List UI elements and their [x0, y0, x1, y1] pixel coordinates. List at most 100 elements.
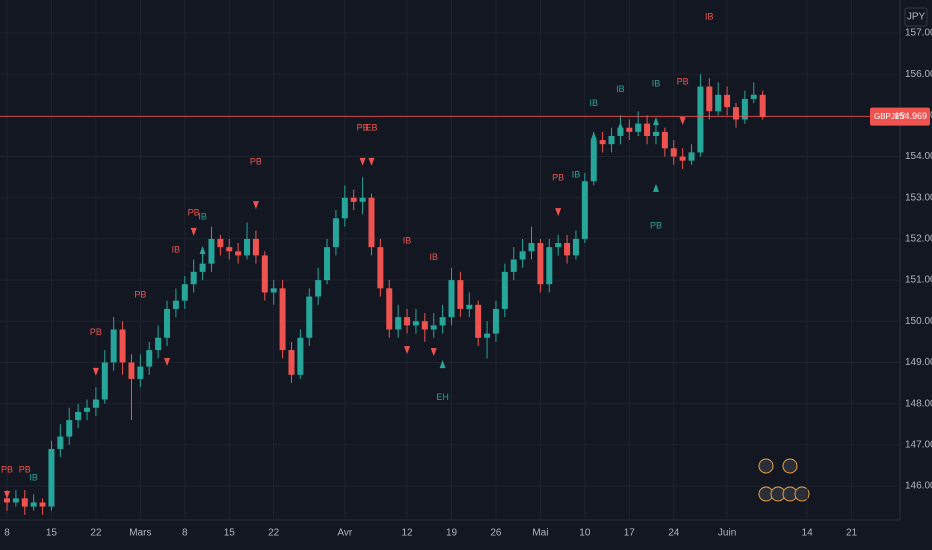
- candle-body: [759, 94, 766, 117]
- candle-body: [697, 86, 704, 153]
- signal-label: PB: [650, 221, 662, 231]
- x-tick-label: 8: [182, 528, 188, 539]
- candle-body: [110, 329, 117, 363]
- signal-label: PB: [90, 327, 102, 337]
- candle-body: [537, 243, 544, 285]
- signal-triangle: [190, 227, 197, 236]
- candle-body: [679, 156, 686, 161]
- signal-label: IB: [172, 244, 181, 254]
- signal-label: IB: [29, 473, 38, 483]
- candle-body: [564, 243, 571, 256]
- candle-body: [164, 308, 171, 338]
- candle-body: [555, 243, 562, 248]
- symbol-label: GBPJPY: [874, 112, 906, 121]
- x-tick-label: Mars: [129, 528, 151, 539]
- currency: JPY: [907, 12, 926, 23]
- signal-label: PB: [552, 172, 564, 182]
- signal-triangle: [555, 208, 562, 217]
- signal-label: IB: [705, 11, 714, 21]
- candle-body: [30, 502, 37, 507]
- x-tick-label: 17: [624, 528, 636, 539]
- signal-triangle: [252, 201, 259, 210]
- candle-body: [39, 502, 46, 507]
- y-tick-label: 153.000: [905, 192, 932, 203]
- candle-body: [732, 107, 739, 120]
- signal-label: PB: [134, 289, 146, 299]
- y-tick-label: 150.000: [905, 316, 932, 327]
- signal-label: PB: [1, 464, 13, 474]
- signal-triangle: [199, 246, 206, 255]
- x-tick-label: 21: [846, 528, 858, 539]
- signal-triangle: [617, 122, 624, 131]
- x-tick-label: 19: [446, 528, 458, 539]
- candle-body: [172, 300, 179, 309]
- candle-body: [350, 197, 357, 202]
- x-tick-label: 15: [46, 528, 58, 539]
- y-tick-label: 152.000: [905, 234, 932, 245]
- candle-body: [48, 448, 55, 507]
- candle-body: [21, 498, 28, 507]
- candle-body: [644, 123, 651, 136]
- candle-body: [190, 271, 197, 285]
- candle-body: [741, 98, 748, 120]
- signal-triangle: [368, 157, 375, 166]
- candle-body: [341, 197, 348, 219]
- signal-label: IB: [616, 84, 625, 94]
- y-tick-label: 148.000: [905, 398, 932, 409]
- signal-label: IB: [198, 211, 207, 221]
- candle-body: [581, 181, 588, 239]
- candle-body: [155, 337, 162, 351]
- candle-body: [652, 131, 659, 136]
- signal-triangle: [439, 360, 446, 369]
- candle-body: [75, 411, 82, 421]
- x-tick-label: 22: [268, 528, 280, 539]
- signal-triangle: [92, 367, 99, 376]
- candle-body: [439, 317, 446, 326]
- candle-body: [359, 197, 366, 202]
- candle-body: [315, 280, 322, 297]
- candle-body: [484, 333, 491, 338]
- candle-body: [661, 131, 668, 149]
- candle-body: [288, 350, 295, 375]
- candle-body: [279, 288, 286, 351]
- candle-body: [128, 362, 135, 379]
- last-price-box: [870, 107, 930, 126]
- candle-body: [146, 350, 153, 367]
- candle-body: [332, 218, 339, 248]
- signal-triangle: [164, 358, 171, 367]
- candle-body: [590, 140, 597, 182]
- x-tick-label: 15: [224, 528, 236, 539]
- candle-body: [466, 304, 473, 309]
- candle-body: [368, 197, 375, 248]
- candle-body: [617, 127, 624, 136]
- candle-body: [377, 247, 384, 289]
- y-tick-label: 151.000: [905, 275, 932, 286]
- candle-body: [404, 317, 411, 326]
- y-tick-label: 156.000: [905, 69, 932, 80]
- flag: [794, 486, 810, 502]
- signal-label: PB: [677, 76, 689, 86]
- candle-body: [528, 243, 535, 252]
- candle-body: [208, 238, 215, 264]
- candle-body: [57, 436, 64, 449]
- candle-body: [501, 271, 508, 309]
- candle-body: [395, 317, 402, 330]
- x-tick-label: 10: [579, 528, 591, 539]
- y-tick-label: 146.000: [905, 481, 932, 492]
- candle-body: [270, 288, 277, 293]
- candle-body: [66, 420, 73, 437]
- y-tick-label: 154.000: [905, 151, 932, 162]
- candle-body: [386, 288, 393, 330]
- candle-body: [750, 94, 757, 99]
- signal-triangle: [706, 101, 713, 110]
- candle-body: [137, 366, 144, 379]
- currency-box: [904, 7, 928, 27]
- candle-body: [412, 321, 419, 326]
- signal-triangle: [430, 348, 437, 357]
- candle-body: [599, 140, 606, 145]
- candle-body: [448, 280, 455, 318]
- candle-body: [670, 148, 677, 157]
- candle-body: [235, 251, 242, 256]
